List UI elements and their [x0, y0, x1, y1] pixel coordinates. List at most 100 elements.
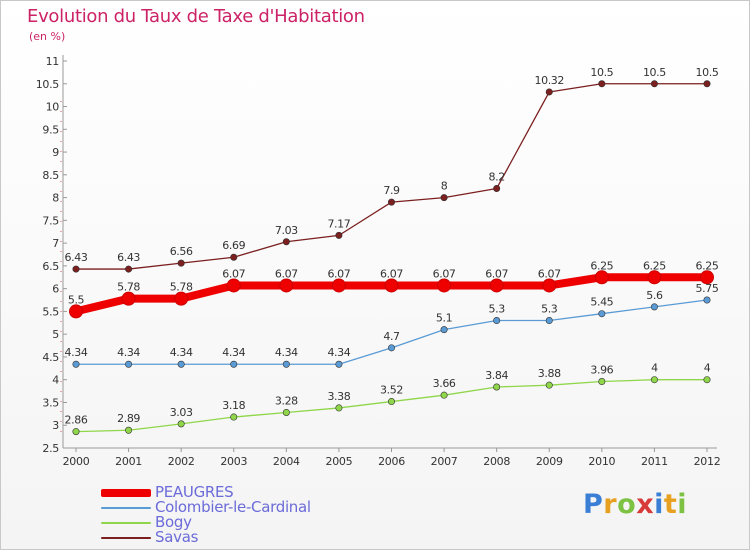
data-label-peaugres: 6.07 [380, 267, 403, 280]
data-point-peaugres [647, 270, 662, 285]
data-label-bogy: 3.18 [222, 399, 245, 412]
data-point-bogy [230, 413, 238, 421]
data-label-colombier-le-cardinal: 5.75 [696, 282, 719, 295]
data-label-colombier-le-cardinal: 4.34 [275, 346, 298, 359]
data-point-peaugres [594, 270, 609, 285]
chart-title: Evolution du Taux de Taxe d'Habitation [27, 6, 365, 27]
data-label-bogy: 3.38 [327, 390, 350, 403]
data-label-savas: 8 [441, 180, 448, 193]
data-point-bogy [387, 398, 395, 406]
data-point-bogy [335, 404, 343, 412]
data-label-bogy: 3.28 [275, 394, 298, 407]
y-tick-label: 5.5 [42, 305, 59, 318]
data-label-bogy: 4 [651, 362, 658, 375]
y-tick-label: 10 [46, 101, 60, 114]
data-label-bogy: 3.66 [433, 377, 456, 390]
data-point-peaugres [226, 278, 241, 293]
data-point-savas [598, 80, 606, 88]
data-point-colombier-le-cardinal [545, 317, 553, 325]
data-label-bogy: 3.03 [170, 406, 193, 419]
data-label-bogy: 3.88 [538, 367, 561, 380]
data-point-savas [72, 265, 80, 273]
x-tick-label: 2000 [63, 455, 90, 468]
x-tick-label: 2005 [326, 455, 353, 468]
data-label-peaugres: 6.25 [643, 259, 666, 272]
y-tick-label: 10.5 [36, 78, 60, 91]
data-point-colombier-le-cardinal [703, 296, 711, 304]
y-tick-label: 3 [52, 419, 59, 432]
data-label-savas: 10.5 [643, 66, 666, 79]
x-tick-label: 2012 [694, 455, 721, 468]
data-point-colombier-le-cardinal [125, 360, 133, 368]
legend-label: Bogy [155, 513, 192, 531]
data-point-savas [387, 198, 395, 206]
data-label-peaugres: 6.07 [433, 267, 456, 280]
legend-item-colombier[interactable]: Colombier-le-Cardinal [101, 500, 311, 515]
legend-item-bogy[interactable]: Bogy [101, 515, 311, 530]
data-point-peaugres [700, 270, 714, 285]
data-point-colombier-le-cardinal [598, 310, 606, 318]
data-label-bogy: 4 [704, 362, 711, 375]
data-label-savas: 10.5 [590, 66, 613, 79]
data-label-savas: 6.56 [170, 245, 193, 258]
proxiti-logo: Proxiti [583, 489, 688, 520]
x-tick-label: 2002 [168, 455, 195, 468]
data-point-savas [282, 238, 290, 246]
legend-item-savas[interactable]: Savas [101, 530, 311, 545]
data-label-peaugres: 6.07 [275, 267, 298, 280]
data-label-colombier-le-cardinal: 5.45 [590, 296, 613, 309]
data-label-savas: 7.03 [275, 224, 298, 237]
data-label-peaugres: 6.07 [485, 267, 508, 280]
data-label-savas: 7.9 [383, 184, 400, 197]
data-point-peaugres [121, 291, 136, 306]
x-tick-label: 2006 [378, 455, 405, 468]
data-point-colombier-le-cardinal [335, 360, 343, 368]
y-tick-label: 8.5 [42, 169, 59, 182]
legend-swatch [101, 521, 151, 524]
data-point-colombier-le-cardinal [230, 360, 238, 368]
data-point-bogy [598, 378, 606, 386]
data-point-peaugres [384, 278, 399, 293]
data-point-bogy [650, 376, 658, 384]
data-point-savas [703, 80, 711, 88]
data-label-peaugres: 6.07 [222, 267, 245, 280]
data-label-colombier-le-cardinal: 4.34 [170, 346, 193, 359]
legend-item-peaugres[interactable]: PEAUGRES [101, 485, 311, 500]
x-tick-label: 2007 [431, 455, 458, 468]
data-label-savas: 6.69 [222, 239, 245, 252]
data-label-peaugres: 6.25 [696, 259, 719, 272]
data-point-colombier-le-cardinal [177, 360, 185, 368]
chart-subtitle: (en %) [29, 30, 66, 43]
y-tick-label: 6.5 [42, 260, 59, 273]
series-line-savas [75, 83, 708, 270]
y-tick-label: 9.5 [42, 123, 59, 136]
data-point-savas [493, 184, 501, 192]
data-point-savas [440, 194, 448, 202]
data-label-bogy: 2.86 [65, 414, 88, 427]
data-label-bogy: 3.52 [380, 384, 403, 397]
legend-swatch [101, 536, 151, 539]
x-tick-label: 2010 [588, 455, 615, 468]
legend: PEAUGRES Colombier-le-Cardinal Bogy Sava… [101, 485, 311, 545]
x-tick-label: 2004 [273, 455, 300, 468]
x-tick-label: 2001 [115, 455, 142, 468]
data-point-peaugres [542, 278, 557, 293]
data-point-savas [125, 265, 133, 273]
data-point-peaugres [279, 278, 294, 293]
data-point-colombier-le-cardinal [440, 326, 448, 334]
data-point-peaugres [437, 278, 452, 293]
y-tick-label: 3.5 [42, 396, 59, 409]
data-point-bogy [282, 408, 290, 416]
data-point-bogy [440, 391, 448, 399]
data-point-bogy [493, 383, 501, 391]
data-label-savas: 10.5 [696, 66, 719, 79]
data-label-colombier-le-cardinal: 5.6 [646, 289, 663, 302]
data-label-peaugres: 6.07 [327, 267, 350, 280]
data-label-colombier-le-cardinal: 5.1 [436, 312, 452, 325]
data-point-peaugres [489, 278, 504, 293]
data-labels: 6.43 6.43 6.56 6.69 7.03 7.17 7.9 8 8.2 10.32 10.5… [65, 66, 720, 427]
data-point-bogy [125, 426, 133, 434]
data-point-bogy [177, 420, 185, 428]
y-tick-label: 2.5 [42, 442, 59, 455]
